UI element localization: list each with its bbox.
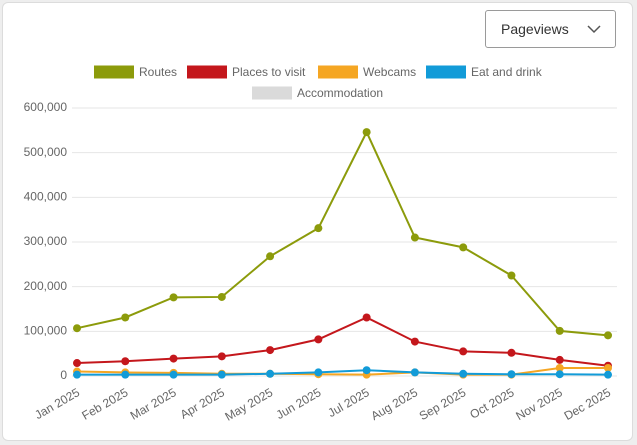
x-tick-label: Nov 2025	[513, 385, 565, 423]
data-point	[555, 326, 564, 335]
data-point	[217, 370, 226, 379]
data-point	[121, 313, 130, 322]
data-point	[73, 359, 81, 368]
data-point	[217, 352, 226, 361]
y-tick-label: 100,000	[24, 324, 68, 338]
data-point	[169, 354, 178, 363]
data-point	[73, 324, 81, 333]
data-point	[507, 348, 516, 357]
x-tick-label: Dec 2025	[562, 385, 614, 423]
x-tick-label: Sep 2025	[417, 385, 469, 423]
data-point	[507, 271, 516, 280]
series-line	[76, 316, 609, 367]
data-point	[73, 370, 81, 379]
data-point	[507, 370, 516, 379]
y-tick-label: 600,000	[24, 100, 68, 114]
x-tick-label: Mar 2025	[128, 385, 179, 423]
legend-label: Routes	[139, 65, 177, 79]
data-point	[362, 366, 371, 375]
y-tick-label: 500,000	[24, 145, 68, 159]
legend-label: Places to visit	[232, 65, 306, 79]
y-tick-label: 300,000	[24, 234, 68, 248]
legend-label: Eat and drink	[471, 65, 543, 79]
data-point	[121, 357, 130, 366]
data-point	[555, 370, 564, 379]
y-tick-label: 200,000	[24, 279, 68, 293]
x-tick-label: Jul 2025	[325, 385, 372, 420]
data-point	[459, 243, 468, 252]
legend-swatch	[318, 65, 358, 79]
metric-dropdown[interactable]: Pageviews	[485, 10, 616, 48]
data-point	[604, 363, 612, 372]
data-point	[604, 370, 612, 379]
data-point	[459, 347, 468, 356]
legend-swatch	[94, 65, 134, 79]
data-point	[169, 293, 178, 302]
legend-swatch	[252, 86, 292, 100]
legend-swatch	[426, 65, 466, 79]
x-tick-label: Oct 2025	[467, 385, 516, 422]
data-point	[266, 346, 275, 355]
x-tick-label: Feb 2025	[79, 385, 130, 423]
data-point	[266, 252, 275, 261]
data-point	[314, 224, 323, 233]
data-point	[217, 292, 226, 301]
data-point	[459, 369, 468, 378]
x-tick-label: Aug 2025	[368, 385, 420, 423]
data-point	[555, 363, 564, 372]
x-tick-label: Jan 2025	[32, 385, 82, 422]
legend-label: Webcams	[363, 65, 416, 79]
data-point	[410, 368, 419, 377]
series-line	[76, 129, 609, 337]
x-tick-label: Apr 2025	[178, 385, 227, 422]
y-tick-label: 0	[60, 368, 67, 382]
y-tick-label: 400,000	[24, 190, 68, 204]
data-point	[314, 335, 323, 344]
legend-swatch	[187, 65, 227, 79]
data-point	[169, 370, 178, 379]
x-tick-label: Jun 2025	[274, 385, 324, 422]
data-point	[362, 313, 371, 322]
chevron	[587, 25, 601, 34]
data-point	[410, 233, 419, 242]
data-point	[604, 331, 612, 340]
data-point	[314, 368, 323, 377]
legend-label: Accommodation	[297, 86, 383, 100]
data-point	[362, 128, 371, 137]
data-point	[410, 337, 419, 346]
series-line	[77, 369, 609, 376]
data-point	[121, 370, 130, 379]
data-point	[555, 355, 564, 364]
dropdown-label: Pageviews	[501, 21, 569, 37]
data-point	[266, 369, 275, 378]
x-tick-label: May 2025	[223, 385, 276, 424]
